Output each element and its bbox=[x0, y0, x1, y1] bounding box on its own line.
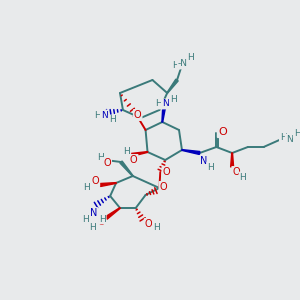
Text: H: H bbox=[207, 163, 214, 172]
Text: N: N bbox=[90, 208, 97, 218]
Text: H: H bbox=[294, 128, 300, 137]
Text: O: O bbox=[103, 158, 111, 168]
Polygon shape bbox=[105, 208, 120, 219]
Text: O: O bbox=[130, 155, 138, 165]
Text: H: H bbox=[97, 152, 104, 161]
Text: O: O bbox=[162, 167, 170, 177]
Polygon shape bbox=[167, 79, 178, 93]
Text: H: H bbox=[99, 214, 106, 224]
Polygon shape bbox=[130, 152, 148, 157]
Text: H: H bbox=[240, 172, 246, 182]
Text: N: N bbox=[101, 110, 108, 119]
Text: H: H bbox=[170, 94, 176, 103]
Text: N: N bbox=[200, 156, 207, 166]
Text: O: O bbox=[232, 167, 240, 177]
Polygon shape bbox=[182, 150, 200, 154]
Text: O: O bbox=[98, 217, 105, 227]
Text: H: H bbox=[155, 100, 162, 109]
Text: H: H bbox=[82, 214, 89, 224]
Text: N: N bbox=[286, 134, 292, 143]
Text: H: H bbox=[94, 110, 101, 119]
Text: H: H bbox=[172, 61, 178, 70]
Text: H: H bbox=[280, 133, 286, 142]
Text: O: O bbox=[134, 110, 142, 120]
Text: H: H bbox=[188, 53, 194, 62]
Text: H: H bbox=[153, 224, 160, 232]
Text: O: O bbox=[218, 127, 227, 137]
Text: O: O bbox=[145, 219, 152, 229]
Text: H: H bbox=[109, 116, 116, 124]
Text: O: O bbox=[160, 182, 167, 192]
Text: H: H bbox=[124, 148, 130, 157]
Text: H: H bbox=[83, 182, 90, 191]
Text: H: H bbox=[89, 223, 96, 232]
Polygon shape bbox=[100, 183, 116, 187]
Text: N: N bbox=[162, 100, 169, 109]
Text: -N: -N bbox=[178, 59, 188, 68]
Polygon shape bbox=[231, 153, 234, 167]
Text: O: O bbox=[92, 176, 99, 186]
Polygon shape bbox=[120, 161, 133, 176]
Polygon shape bbox=[162, 106, 166, 122]
